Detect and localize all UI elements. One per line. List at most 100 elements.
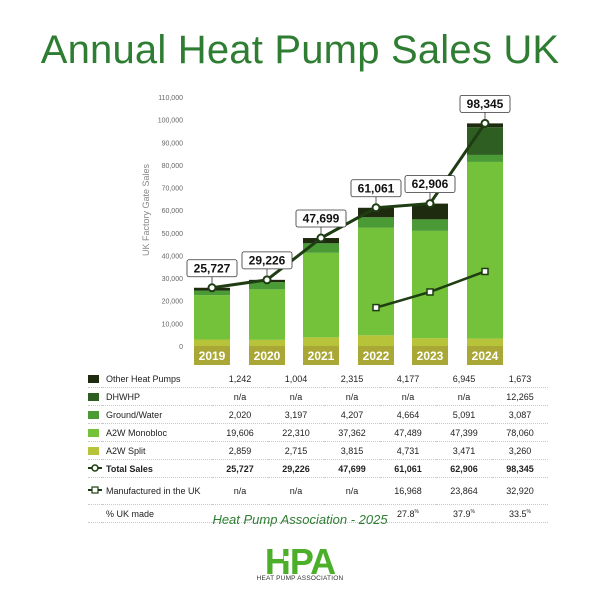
bar-segment-a2w-split	[467, 338, 503, 346]
table-cell: 19,606	[226, 427, 254, 438]
bar-segment-a2w-split	[249, 339, 285, 346]
year-cell	[412, 346, 448, 365]
bar-segment-a2w-monobloc	[412, 230, 448, 339]
y-tick-label: 90,000	[162, 140, 184, 147]
table-cell: n/a	[345, 486, 359, 496]
table-cell: 2,315	[340, 373, 364, 384]
total-callout-label: 29,226	[249, 253, 286, 267]
table-cell: 33.5%	[509, 508, 531, 519]
year-label: 2020	[254, 349, 281, 363]
bar-segment-a2w-monobloc	[194, 295, 230, 340]
table-cell: 3,471	[452, 445, 476, 456]
legend-swatch	[88, 370, 102, 388]
table-cell: 4,664	[396, 409, 420, 420]
table-cell: 27.8%	[397, 508, 419, 519]
row-label: Total Sales	[106, 463, 153, 474]
table-cell: 12,265	[506, 391, 534, 402]
bar-segment-ground-water	[194, 290, 230, 296]
table-row: % UK made 27.8% 37.9% 33.5%	[88, 505, 548, 523]
y-tick-label: 20,000	[162, 299, 184, 306]
table-cell: 47,699	[338, 463, 366, 474]
table-row: Total Sales 25,727 29,226 47,699 61,061 62,90…	[88, 460, 548, 478]
table-cell: 2,020	[228, 409, 252, 420]
table-cell: n/a	[289, 486, 303, 496]
table-cell: 23,864	[450, 486, 478, 496]
manufactured-uk-point	[426, 288, 434, 296]
total-sales-point	[425, 199, 435, 209]
year-label: 2019	[199, 349, 226, 363]
bar-segment-a2w-split	[194, 339, 230, 346]
table-cell: 3,815	[340, 445, 364, 456]
y-tick-label: 110,000	[158, 95, 183, 102]
legend-swatch	[88, 388, 102, 406]
year-cell	[467, 346, 503, 365]
table-cell: 1,004	[284, 373, 308, 384]
y-tick-label: 50,000	[162, 231, 184, 238]
legend-swatch	[88, 442, 102, 460]
total-sales-point	[480, 118, 490, 128]
table-cell: 3,087	[508, 409, 532, 420]
table-cell: n/a	[401, 391, 415, 402]
y-tick-label: 70,000	[162, 186, 184, 193]
table-cell: 37,362	[338, 427, 366, 438]
bar-segment-ground-water	[467, 154, 503, 162]
manufactured-uk-point	[372, 303, 380, 312]
bar-segment-ground-water	[358, 217, 394, 228]
table-cell: 3,197	[284, 409, 308, 420]
legend-swatch	[88, 424, 102, 442]
y-tick-label: 30,000	[162, 276, 184, 283]
table-cell: 6,945	[452, 373, 476, 384]
total-callout-label: 62,906	[412, 177, 449, 191]
y-tick-label: 40,000	[162, 253, 184, 260]
year-cell	[249, 346, 285, 365]
table-cell: 98,345	[506, 463, 534, 474]
y-axis-label: UK Factory Gate Sales	[141, 163, 151, 256]
table-cell: 3,260	[508, 445, 532, 456]
table-row: Other Heat Pumps 1,242 1,004 2,315 4,177 6,94…	[88, 370, 548, 388]
stacked-bar-chart: UK Factory Gate Sales 0 10,000 20,000 30,00…	[141, 94, 511, 365]
table-cell: n/a	[233, 486, 247, 496]
bar-segment-ground-water	[249, 282, 285, 290]
table-cell: 62,906	[450, 463, 478, 474]
total-callout-label: 98,345	[467, 97, 504, 111]
total-callout-label: 47,699	[303, 212, 340, 226]
row-label: Ground/Water	[106, 409, 163, 420]
table-cell: 22,310	[282, 427, 310, 438]
bar-segment-a2w-monobloc	[249, 289, 285, 340]
year-label: 2023	[417, 349, 444, 363]
legend-swatch	[88, 460, 102, 478]
table-cell: 32,920	[506, 486, 534, 496]
table-cell: 1,673	[508, 373, 532, 384]
row-label: Manufactured in the UK	[106, 486, 201, 496]
total-sales-point	[207, 283, 217, 293]
table-row: A2W Monobloc 19,606 22,310 37,362 47,489 47,3…	[88, 424, 548, 442]
bar-segment-a2w-split	[303, 337, 339, 346]
table-cell: n/a	[457, 391, 471, 402]
table-cell: 47,489	[394, 427, 422, 438]
table-row: Ground/Water 2,020 3,197 4,207 4,664 5,091 3,0…	[88, 406, 548, 424]
y-tick-label: 100,000	[158, 118, 183, 125]
bar-segment-a2w-monobloc	[303, 252, 339, 338]
table-cell: 4,177	[396, 373, 420, 384]
total-sales-point	[316, 233, 326, 243]
table-cell: 4,731	[396, 445, 420, 456]
total-callout-label: 61,061	[358, 181, 395, 195]
bar-segment-a2w-split	[358, 335, 394, 346]
table-cell: n/a	[233, 391, 247, 402]
chart-title: Annual Heat Pump Sales UK	[40, 28, 560, 72]
total-sales-point	[262, 275, 272, 285]
legend-swatch	[88, 406, 102, 424]
bar-segment-other-heat-pumps	[412, 203, 448, 220]
row-label: % UK made	[106, 508, 155, 519]
y-tick-label: 0	[179, 344, 183, 351]
data-table: Other Heat Pumps 1,242 1,004 2,315 4,177 6,94…	[88, 370, 548, 523]
table-cell: 2,859	[228, 445, 252, 456]
total-callout-label: 25,727	[194, 261, 231, 275]
bar-segment-ground-water	[303, 243, 339, 253]
row-label: DHWHP	[106, 391, 140, 402]
table-cell: 5,091	[452, 409, 476, 420]
bar-segment-a2w-monobloc	[358, 227, 394, 336]
table-cell: 47,399	[450, 427, 478, 438]
year-label: 2022	[363, 349, 390, 363]
table-cell: 25,727	[226, 463, 254, 474]
